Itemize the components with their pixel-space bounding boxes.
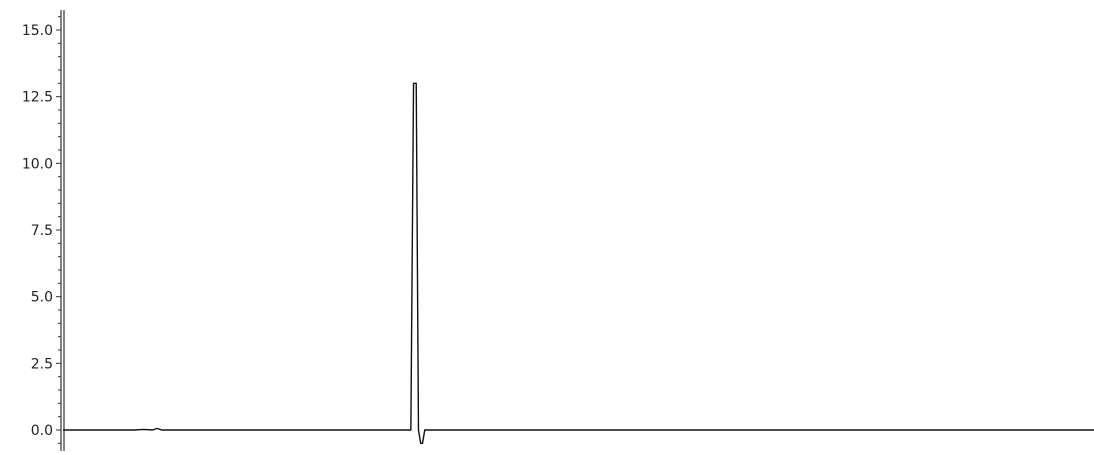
y-tick-label: 7.5 — [31, 223, 53, 239]
y-axis — [61, 10, 64, 451]
trace-layer — [63, 83, 1094, 443]
y-tick-label: 2.5 — [31, 356, 53, 372]
y-tick-label: 5.0 — [31, 290, 53, 306]
y-tick-label: 10.0 — [22, 156, 53, 172]
y-tick-label: 15.0 — [22, 23, 53, 39]
y-tick-label: 0.0 — [31, 423, 53, 439]
chromatogram-trace — [63, 83, 1094, 443]
y-axis-ticks: 15.0 12.5 10.0 7.5 5.0 2.5 0.0 — [22, 17, 61, 444]
y-tick-label: 12.5 — [22, 90, 53, 106]
